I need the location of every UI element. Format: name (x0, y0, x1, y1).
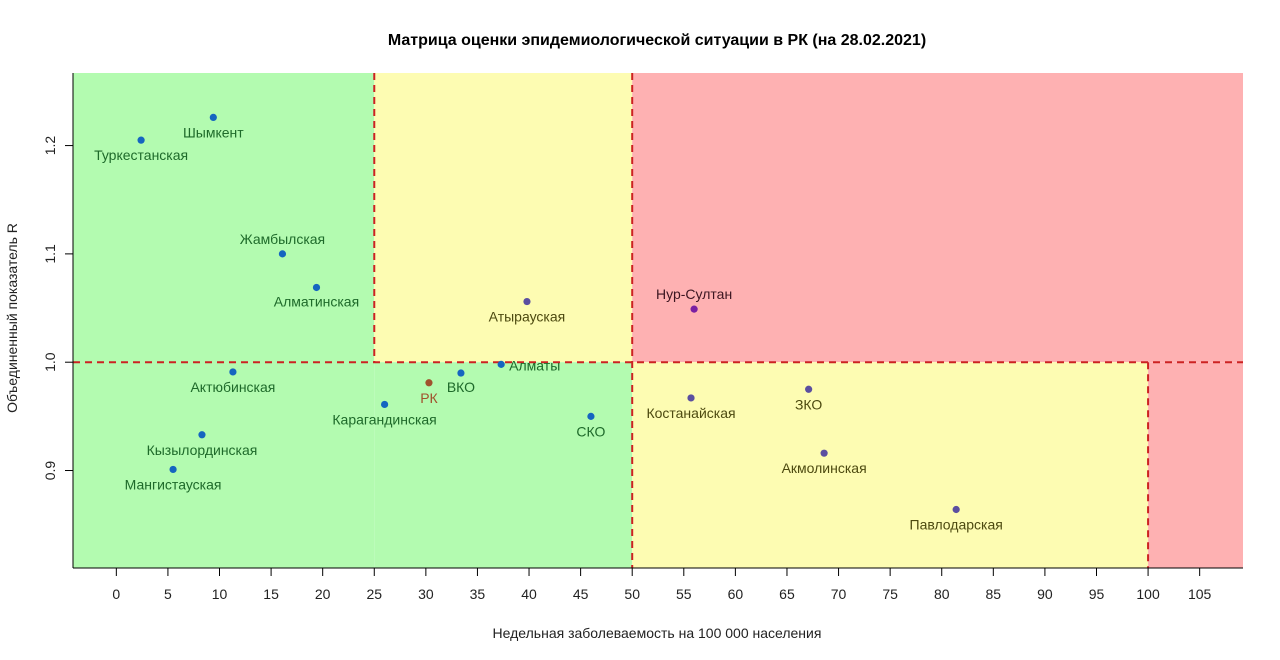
point-label-7: Актюбинская (190, 379, 275, 395)
x-tick-label-80: 80 (934, 586, 950, 602)
point-label-6: Нур-Султан (656, 286, 732, 302)
threshold-lines-layer (73, 73, 1243, 568)
x-tick-label-95: 95 (1089, 586, 1105, 602)
x-tick-label-75: 75 (882, 586, 898, 602)
x-tick-label-105: 105 (1188, 586, 1212, 602)
point-label-14: ЗКО (795, 396, 822, 412)
zones-layer (73, 73, 1243, 568)
x-tick-label-90: 90 (1037, 586, 1053, 602)
y-tick-label-3: 1.2 (42, 136, 58, 156)
point-5 (523, 297, 531, 306)
y-axis-label: Объединенный показатель R (4, 223, 20, 413)
chart-title: Матрица оценки эпидемиологической ситуац… (388, 32, 926, 49)
point-label-18: Павлодарская (910, 517, 1003, 533)
x-tick-label-20: 20 (315, 586, 331, 602)
y-tick-label-1: 1.0 (42, 352, 58, 372)
point-label-2: Туркестанская (94, 147, 188, 163)
point-7 (229, 368, 237, 376)
point-label-12: СКО (576, 423, 605, 439)
x-tick-label-65: 65 (779, 586, 795, 602)
zone-3 (374, 362, 633, 568)
point-label-15: Кызылординская (147, 442, 258, 458)
x-axis-label: Недельная заболеваемость на 100 000 насе… (493, 625, 822, 641)
point-4 (312, 283, 321, 292)
point-8 (425, 379, 433, 387)
point-label-10: Алматы (509, 357, 560, 373)
point-label-16: Мангистауская (125, 476, 222, 492)
y-tick-label-0: 0.9 (42, 461, 58, 481)
point-label-17: Акмолинская (782, 460, 867, 476)
points-layer: Шымкент Туркестанская Жамбылская Алматинска… (94, 113, 1003, 533)
point-16 (169, 465, 177, 474)
x-tick-label-70: 70 (831, 586, 847, 602)
point-label-9: ВКО (447, 379, 475, 395)
x-tick-label-10: 10 (212, 586, 228, 602)
point-3 (278, 250, 287, 258)
point-14 (805, 385, 813, 393)
x-tick-label-60: 60 (728, 586, 744, 602)
point-9 (457, 369, 465, 377)
x-tick-label-35: 35 (470, 586, 486, 602)
x-tick-label-15: 15 (263, 586, 279, 602)
point-label-11: Карагандинская (332, 411, 436, 427)
zone-6 (1148, 362, 1243, 568)
x-tick-label-0: 0 (112, 586, 120, 602)
y-tick-label-2: 1.1 (42, 244, 58, 264)
x-tick-label-40: 40 (521, 586, 537, 602)
point-13 (687, 394, 695, 402)
x-tick-label-100: 100 (1136, 586, 1160, 602)
point-12 (587, 412, 595, 420)
point-label-1: Шымкент (183, 124, 244, 140)
x-tick-label-85: 85 (986, 586, 1002, 602)
point-11 (380, 400, 389, 409)
point-label-13: Костанайская (646, 405, 735, 421)
x-tick-label-45: 45 (573, 586, 589, 602)
x-tick-label-25: 25 (366, 586, 382, 602)
x-tick-label-50: 50 (624, 586, 640, 602)
x-tick-label-5: 5 (164, 586, 172, 602)
point-17 (820, 449, 828, 457)
point-label-3: Жамбылская (240, 231, 325, 247)
point-label-4: Алматинская (274, 293, 359, 309)
point-15 (198, 431, 206, 439)
zone-4 (632, 73, 1243, 363)
x-tick-label-55: 55 (676, 586, 692, 602)
zone-5 (632, 362, 1149, 568)
zone-2 (374, 73, 633, 363)
point-label-5: Атырауская (489, 309, 566, 325)
point-10 (497, 360, 505, 368)
point-2 (137, 136, 145, 144)
zone-1 (73, 73, 375, 568)
point-6 (690, 305, 698, 313)
x-tick-label-30: 30 (418, 586, 434, 602)
axes-layer: 0 5 10 15 20 25 30 35 40 45 50 55 60 65 70 75 80 85 90 95 10… (42, 73, 1243, 602)
point-label-8: РК (420, 390, 438, 406)
point-1 (209, 113, 217, 122)
point-18 (952, 505, 960, 514)
